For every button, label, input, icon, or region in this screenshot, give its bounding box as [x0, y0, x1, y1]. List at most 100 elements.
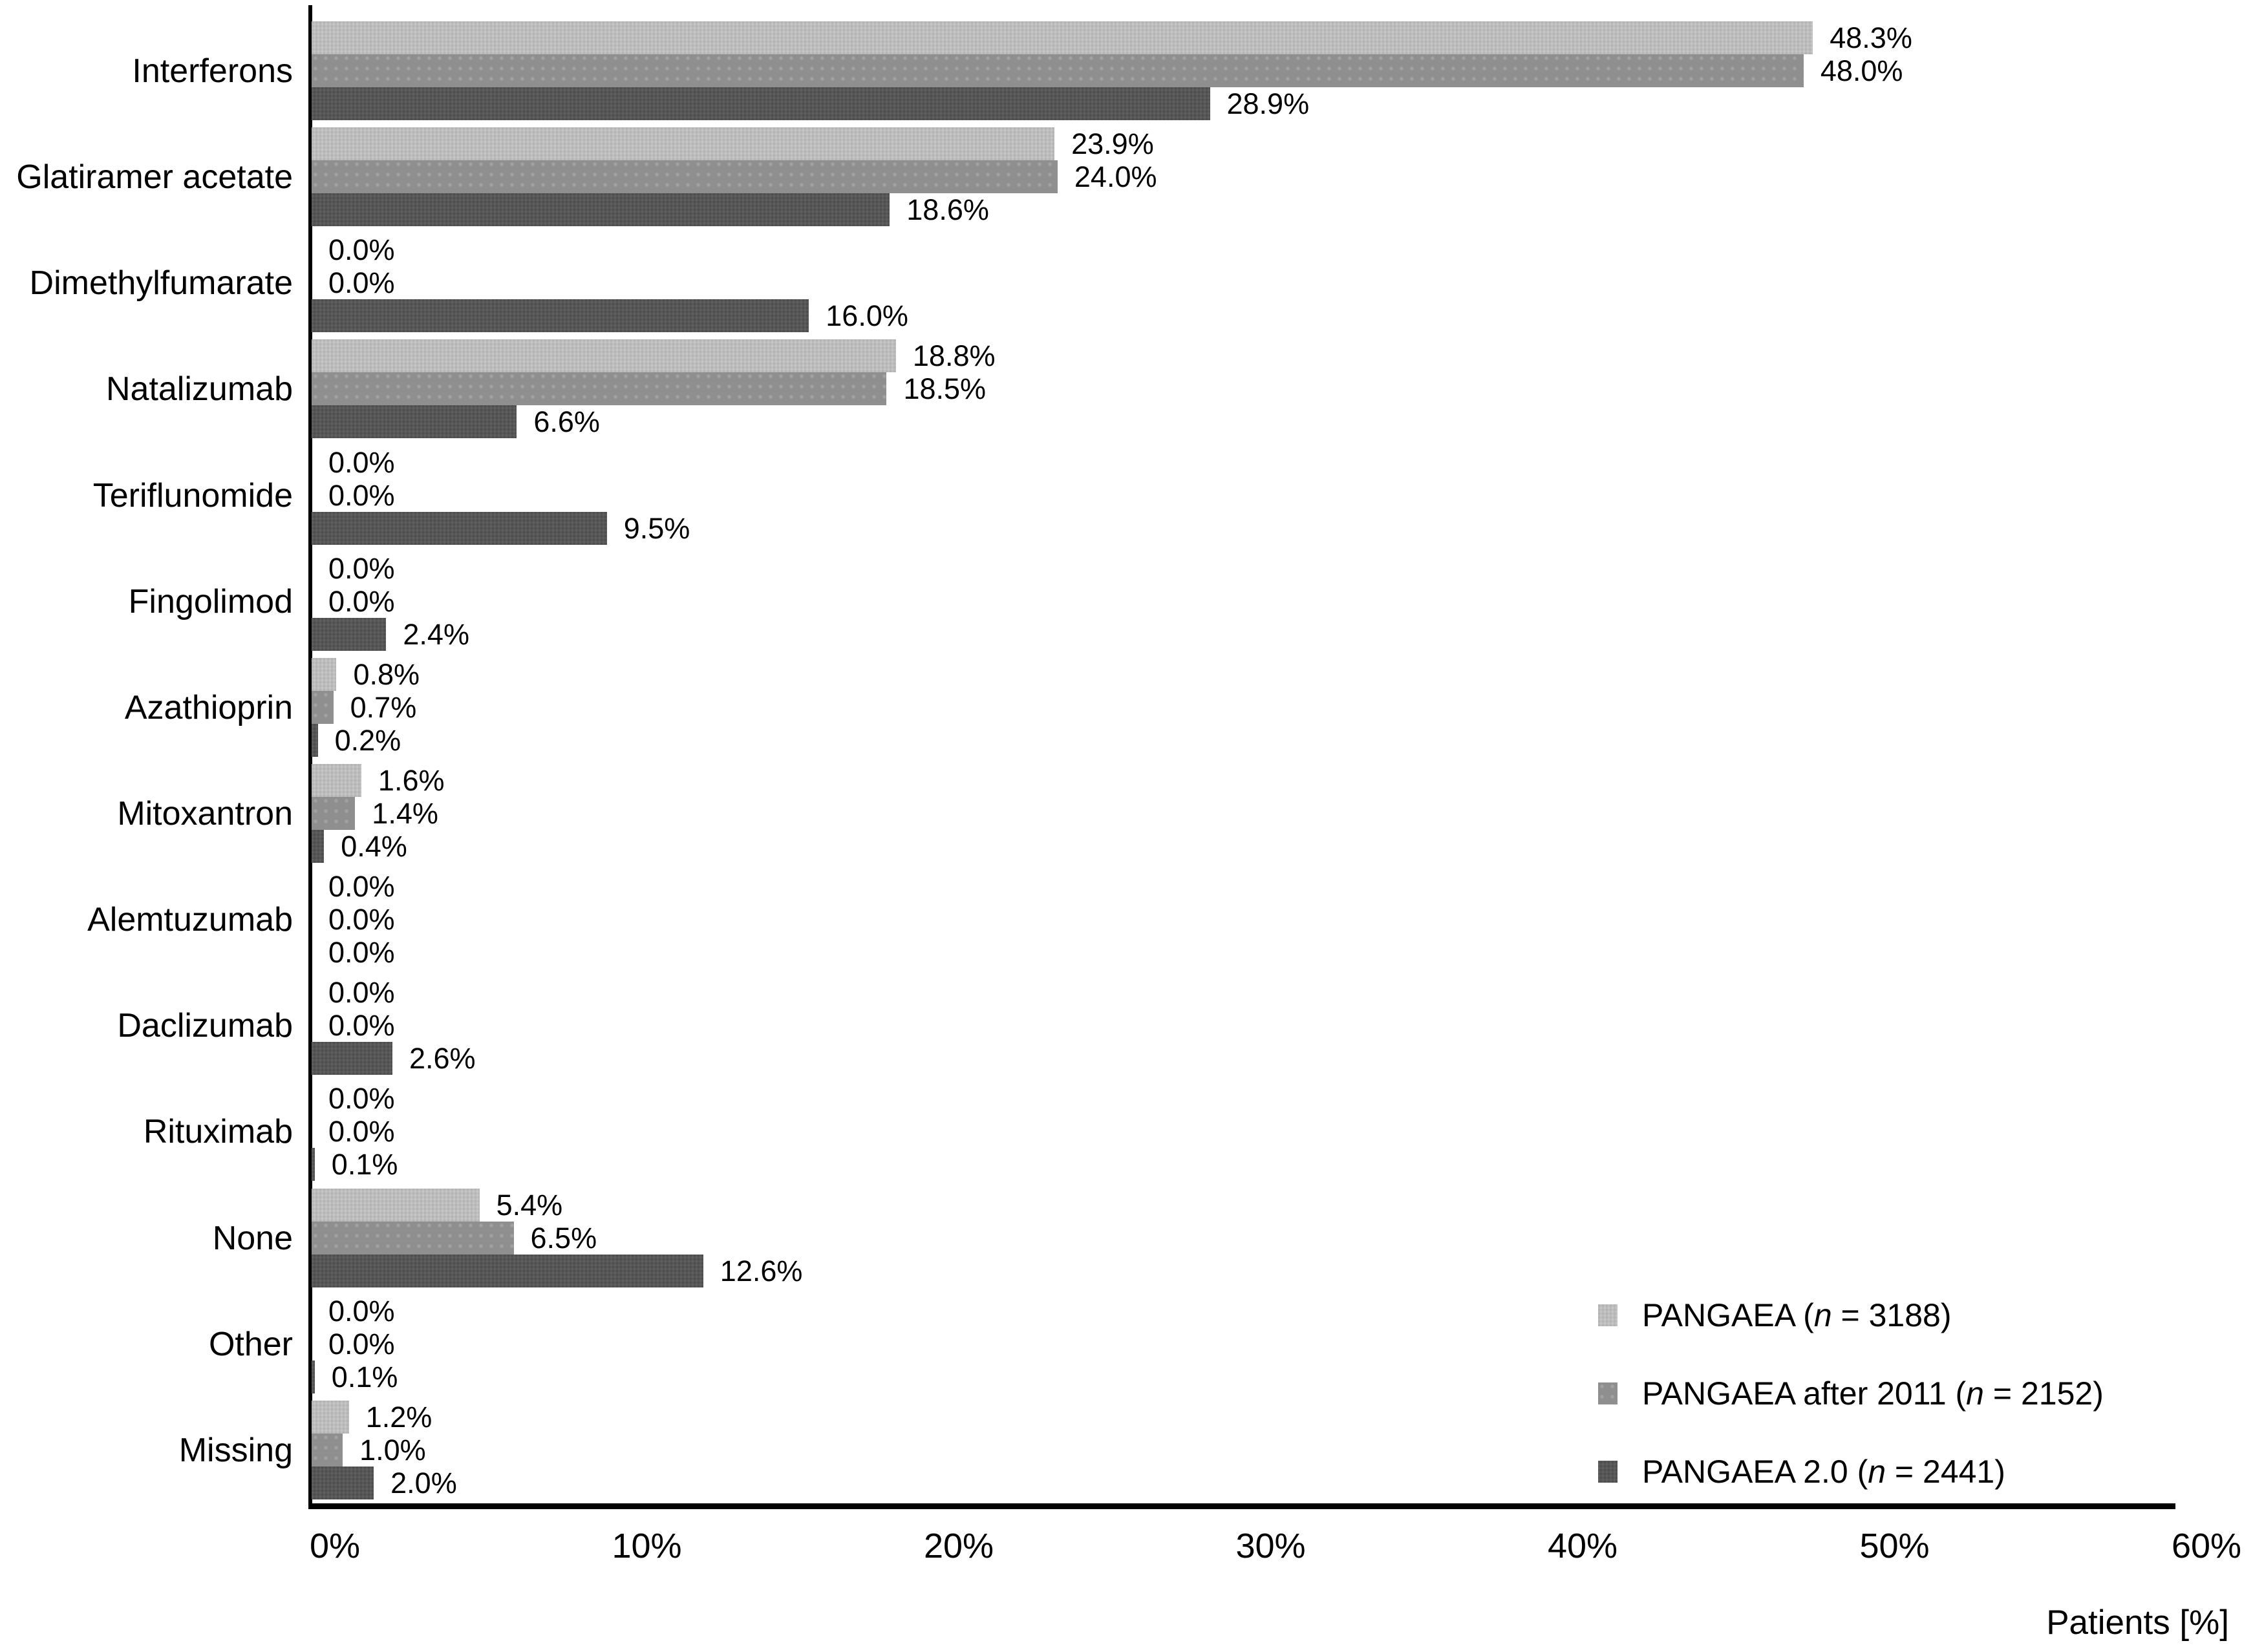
- bar: [312, 299, 809, 333]
- value-label: 0.0%: [328, 584, 395, 618]
- value-label: 0.1%: [331, 1360, 398, 1393]
- value-label: 0.4%: [341, 829, 407, 863]
- legend-label: PANGAEA (n = 3188): [1642, 1297, 1952, 1333]
- value-label: 0.0%: [328, 1327, 395, 1361]
- value-label: 0.0%: [328, 1009, 395, 1043]
- bar: [312, 1360, 315, 1393]
- bar: [312, 617, 387, 651]
- bar: [312, 1221, 514, 1255]
- value-label: 0.0%: [328, 1115, 395, 1149]
- bar: [312, 1188, 480, 1222]
- value-label: 48.0%: [1820, 54, 1903, 87]
- bar: [312, 763, 361, 797]
- value-label: 0.7%: [350, 690, 417, 724]
- bar: [312, 339, 896, 373]
- bar: [312, 690, 334, 724]
- legend-label: PANGAEA 2.0 (n = 2441): [1642, 1454, 2005, 1490]
- bar: [312, 21, 1813, 54]
- bar: [312, 54, 1804, 87]
- x-tick-label: 40%: [1547, 1527, 1618, 1565]
- value-label: 0.0%: [328, 936, 395, 969]
- category-label: Natalizumab: [105, 370, 293, 408]
- category-label: Mitoxantron: [117, 795, 293, 833]
- category-label: Daclizumab: [117, 1007, 293, 1045]
- bar: [312, 511, 607, 545]
- category-label: Glatiramer acetate: [16, 158, 293, 196]
- value-label: 0.0%: [328, 976, 395, 1010]
- bar: [312, 1400, 349, 1434]
- value-label: 24.0%: [1074, 160, 1157, 194]
- bar: [312, 723, 318, 757]
- value-label: 23.9%: [1071, 127, 1154, 161]
- category-label: Missing: [178, 1431, 293, 1469]
- category-label: Teriflunomide: [92, 476, 293, 514]
- bar: [312, 1433, 343, 1467]
- value-label: 18.5%: [903, 372, 987, 406]
- value-label: 0.0%: [328, 1294, 395, 1328]
- x-tick-label: 30%: [1235, 1527, 1306, 1565]
- value-label: 2.6%: [409, 1042, 476, 1075]
- value-label: 0.0%: [328, 870, 395, 904]
- value-label: 18.6%: [906, 193, 989, 227]
- legend-swatch-pangaea-after-2011: [1598, 1382, 1618, 1404]
- legend-item: PANGAEA 2.0 (n = 2441): [1598, 1450, 2104, 1493]
- y-axis-line: [308, 5, 312, 1509]
- value-label: 1.4%: [372, 796, 438, 830]
- value-label: 0.2%: [334, 723, 401, 757]
- x-axis-title: Patients [%]: [2046, 1604, 2229, 1642]
- value-label: 12.6%: [720, 1254, 803, 1287]
- x-tick-label: 60%: [2171, 1527, 2242, 1565]
- value-label: 0.8%: [353, 657, 420, 691]
- legend-item: PANGAEA (n = 3188): [1598, 1294, 2104, 1337]
- value-label: 6.6%: [533, 405, 600, 439]
- category-label: Rituximab: [143, 1113, 293, 1151]
- bar: [312, 829, 325, 863]
- x-tick-label: 50%: [1859, 1527, 1930, 1565]
- legend-item: PANGAEA after 2011 (n = 2152): [1598, 1372, 2104, 1415]
- value-label: 1.2%: [365, 1400, 432, 1434]
- x-tick-label: 20%: [923, 1527, 994, 1565]
- value-label: 0.0%: [328, 233, 395, 267]
- value-label: 5.4%: [496, 1188, 563, 1222]
- bar: [312, 1042, 392, 1075]
- category-label: Interferons: [132, 52, 293, 90]
- value-label: 28.9%: [1226, 87, 1310, 120]
- value-label: 0.0%: [328, 266, 395, 300]
- value-label: 0.0%: [328, 903, 395, 937]
- bar: [312, 160, 1058, 194]
- bar: [312, 87, 1210, 120]
- value-label: 0.0%: [328, 478, 395, 512]
- bar: [312, 657, 337, 691]
- value-label: 48.3%: [1830, 21, 1912, 54]
- value-label: 2.0%: [390, 1466, 457, 1499]
- value-label: 1.0%: [359, 1433, 426, 1467]
- bar: [312, 127, 1055, 161]
- bar: [312, 1254, 703, 1287]
- bar: [312, 1466, 374, 1499]
- category-label: None: [212, 1219, 293, 1257]
- value-label: 0.1%: [331, 1148, 398, 1181]
- x-tick-label: 10%: [612, 1527, 682, 1565]
- category-label: Alemtuzumab: [87, 901, 293, 939]
- bar: [312, 1148, 315, 1181]
- legend-swatch-pangaea: [1598, 1304, 1618, 1326]
- value-label: 1.6%: [378, 763, 445, 797]
- bar: [312, 796, 356, 830]
- x-tick-label: 0%: [309, 1527, 361, 1565]
- value-label: 0.0%: [328, 445, 395, 479]
- legend-label: PANGAEA after 2011 (n = 2152): [1642, 1375, 2104, 1412]
- bar: [312, 405, 517, 439]
- value-label: 18.8%: [912, 339, 996, 373]
- bar: [312, 193, 890, 227]
- category-label: Fingolimod: [128, 582, 293, 620]
- x-axis-line: [308, 1503, 2175, 1509]
- category-label: Azathioprin: [124, 688, 293, 726]
- value-label: 2.4%: [403, 617, 469, 651]
- category-label: Other: [208, 1325, 293, 1363]
- legend-swatch-pangaea-2-0: [1598, 1461, 1618, 1483]
- value-label: 0.0%: [328, 1082, 395, 1116]
- value-label: 0.0%: [328, 551, 395, 585]
- chart-legend: PANGAEA (n = 3188) PANGAEA after 2011 (n…: [1598, 1294, 2104, 1529]
- value-label: 6.5%: [530, 1221, 597, 1255]
